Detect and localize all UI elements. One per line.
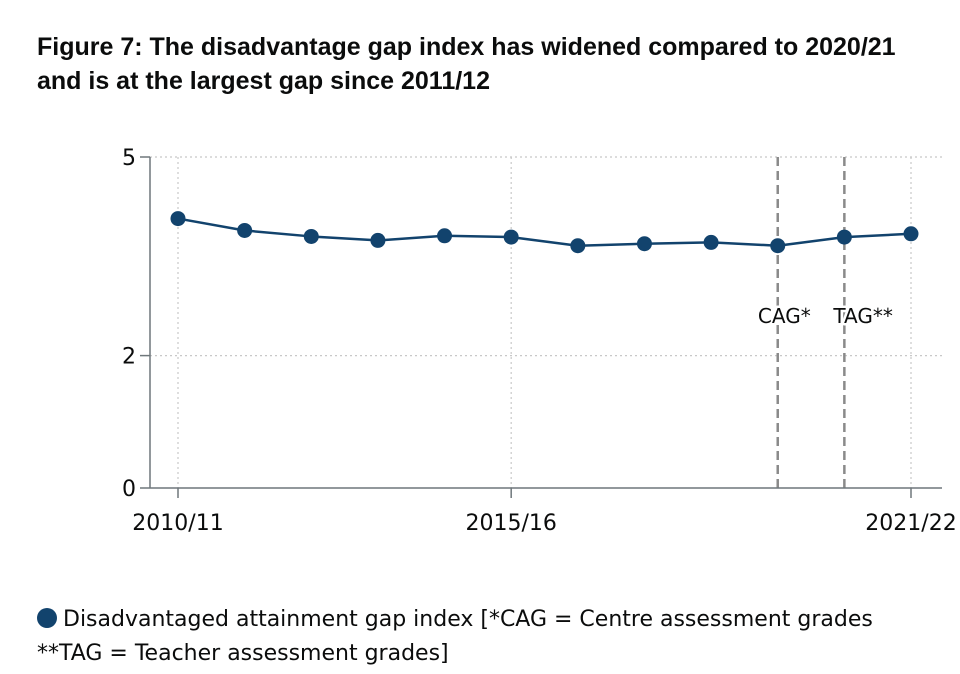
data-point [503,229,519,245]
data-point [903,226,919,242]
data-point [237,222,253,238]
y-tick-label: 0 [122,477,136,502]
data-point [770,238,786,254]
axes [140,156,942,498]
legend-line-1: Disadvantaged attainment gap index [*CAG… [37,603,937,637]
grid-lines [150,156,942,488]
data-point [303,228,319,244]
legend-text-2: **TAG = Teacher assessment grades] [37,641,449,666]
data-point [570,238,586,254]
y-tick-label: 2 [122,345,136,370]
series-line [177,217,912,247]
annotation-label: CAG* [758,304,811,328]
tick-labels: 0 2 5 2010/11 2015/16 2021/22 CAG* TAG** [122,146,957,536]
series-layer [170,211,919,254]
x-tick-label: 2015/16 [465,511,556,536]
legend-line-2: **TAG = Teacher assessment grades] [37,637,937,671]
data-point [636,236,652,252]
legend-text-1: Disadvantaged attainment gap index [*CAG… [63,607,873,632]
figure-title: Figure 7: The disadvantage gap index has… [37,33,896,95]
x-tick-label: 2021/22 [865,511,956,536]
annotation-label: TAG** [832,304,893,328]
data-point [370,232,386,248]
data-point [703,234,719,250]
legend-marker-circle-icon [37,608,57,628]
x-tick-label: 2010/11 [132,511,223,536]
legend: Disadvantaged attainment gap index [*CAG… [37,603,937,671]
data-point [170,211,186,227]
data-point [836,229,852,245]
y-tick-label: 5 [122,146,136,171]
data-point [437,228,453,244]
